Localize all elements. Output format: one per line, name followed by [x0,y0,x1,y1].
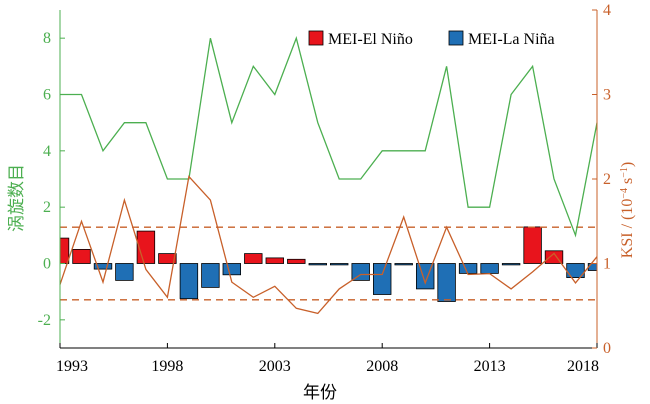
y-left-tick-label-0: 0 [43,256,51,273]
y-left-tick-label-4: 4 [43,143,51,160]
axes: 1993 1998 2003 2008 2013 2018 -2 0 2 4 6 8 0 1 2 3 4 [38,2,611,375]
line-ksi [59,175,598,315]
legend-swatch-la-nina [448,30,464,46]
y-right-tick-label-2: 2 [603,171,611,188]
y-right-tick-label-3: 3 [603,87,611,104]
line-vortex_count [60,36,598,238]
legend: MEI-El Niño MEI-La Niña [308,30,555,48]
y-right-tick-label-0: 0 [603,340,611,357]
mei-bar-1995 [93,263,113,270]
mei-bar-2005 [308,263,328,266]
x-tick-label-1998: 1998 [151,358,183,375]
mei-bar-2014 [501,263,521,266]
mei-bar-1998 [158,253,177,264]
mei-bar-2003 [265,257,285,264]
legend-swatch-el-nino [308,30,324,46]
mei-bars [59,226,598,302]
y-right-tick-label-1: 1 [603,256,611,273]
mei-bar-1996 [115,263,134,281]
mei-bar-2015 [523,226,542,264]
x-axis-label: 年份 [303,383,337,403]
mei-bar-2000 [201,263,220,288]
legend-label-el-nino: MEI-El Niño [328,31,413,48]
series-lines [59,36,598,315]
mei-bar-2002 [244,253,263,264]
y-left-tick-label-2: 2 [43,199,51,216]
mei-bar-2001 [222,263,242,276]
mei-bar-2018 [587,263,598,271]
y-axis-label-right: KSI / (10−4 s−1) [619,162,637,258]
mei-bar-2004 [287,258,306,264]
mei-bar-2007 [351,263,370,281]
y-right-tick-label-4: 4 [603,2,611,19]
y-left-tick-label-6: 6 [43,87,51,104]
mei-bar-1999 [179,263,199,300]
y-left-tick-label--2: -2 [38,312,51,329]
y-left-tick-label-8: 8 [43,30,51,47]
x-tick-label-2018: 2018 [567,358,599,375]
mei-bar-2009 [394,263,413,266]
x-tick-label-1993: 1993 [56,358,88,375]
mei-bar-2006 [329,263,349,266]
mei-bar-2008 [372,263,392,295]
mei-bar-2011 [437,263,456,302]
x-tick-label-2003: 2003 [259,358,291,375]
mei-bar-2013 [480,263,499,274]
mei-bar-1997 [136,230,156,264]
mei-bar-2012 [458,263,478,274]
mei-bar-1993 [59,237,70,264]
mei-bar-1994 [72,248,91,264]
x-tick-label-2008: 2008 [366,358,398,375]
legend-label-la-nina: MEI-La Niña [468,31,555,48]
y-axis-label-left: 涡旋数目 [7,164,27,232]
x-tick-label-2013: 2013 [474,358,506,375]
threshold-lines [60,226,597,301]
